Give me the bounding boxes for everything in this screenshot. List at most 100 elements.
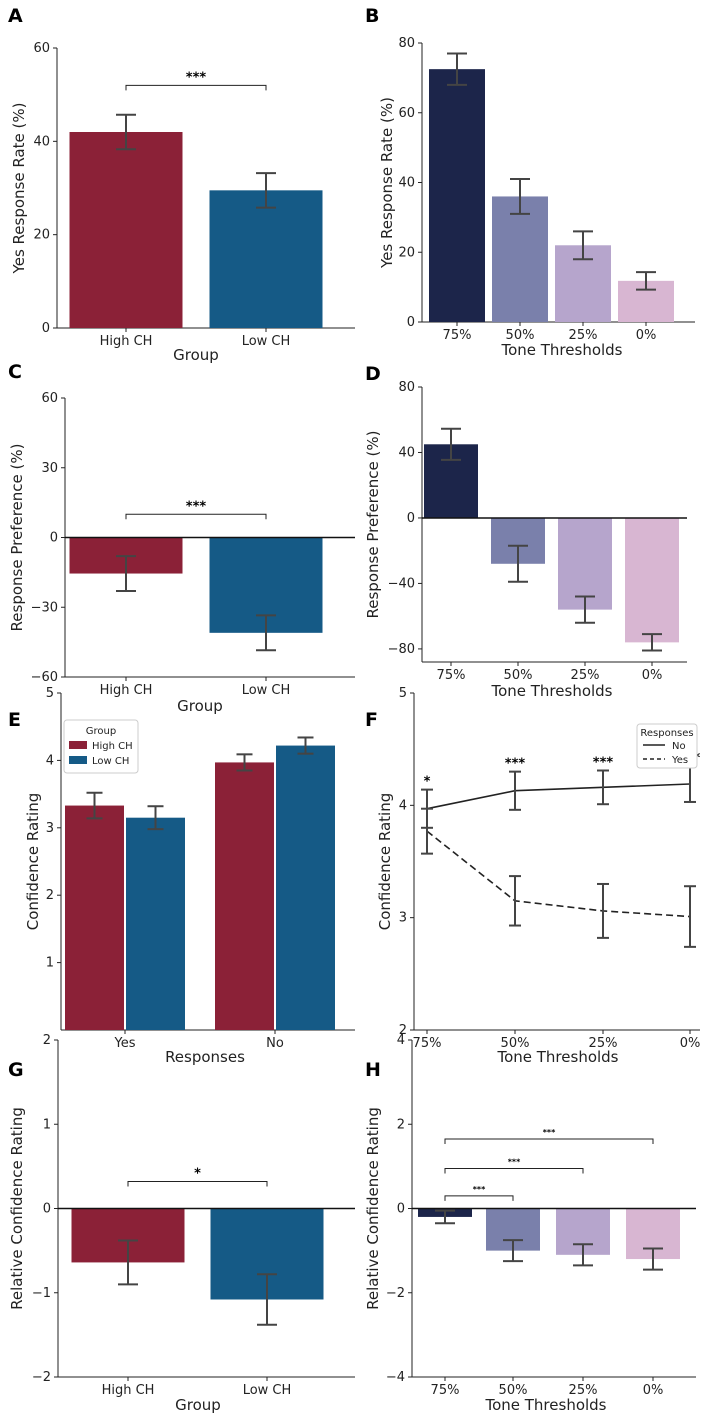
x-tick-label: 0% [680, 1036, 701, 1051]
panel-letter: H [365, 1059, 381, 1081]
legend-swatch [69, 756, 87, 764]
significance-bracket [444, 1138, 654, 1144]
y-tick-label: −1 [32, 1286, 51, 1301]
panel-letter: B [365, 5, 379, 27]
y-tick-label: 60 [398, 106, 415, 121]
panel-letter: E [8, 709, 21, 731]
y-tick-label: 20 [33, 228, 50, 243]
x-axis-label: Group [173, 346, 219, 364]
y-tick-label: 0 [43, 1202, 51, 1217]
y-tick-label: 4 [46, 753, 54, 768]
panel-a: A 0 20 40 60 High CH Low CH Group Yes Response R… [8, 5, 355, 364]
x-tick-label: Low CH [242, 334, 291, 349]
legend-label: Yes [671, 755, 688, 766]
y-tick-label: 2 [43, 1033, 51, 1048]
legend-swatch [69, 741, 87, 749]
significance-label: * [194, 1167, 201, 1182]
y-tick-label: 3 [46, 821, 54, 836]
x-tick-label: 75% [443, 328, 472, 343]
x-tick-label: High CH [100, 683, 153, 698]
x-tick-label: 50% [504, 668, 533, 683]
bar [625, 517, 679, 643]
significance-bracket [125, 84, 267, 91]
bar [215, 762, 274, 1030]
y-tick-label: 4 [399, 798, 407, 813]
legend-title: Group [86, 726, 116, 737]
y-axis-label: Relative Confidence Rating [8, 1107, 26, 1310]
y-tick-label: 2 [397, 1117, 405, 1132]
legend: Responses No Yes [636, 723, 698, 769]
significance-label: *** [505, 757, 526, 772]
x-axis-label: Tone Thresholds [484, 1396, 606, 1414]
y-tick-label: 40 [398, 445, 415, 460]
y-axis-label: Yes Response Rate (%) [378, 97, 396, 269]
panel-letter: G [8, 1059, 24, 1081]
y-axis-label: Response Preference (%) [364, 431, 382, 619]
y-tick-label: 4 [397, 1033, 405, 1048]
y-tick-label: 5 [399, 686, 407, 701]
y-tick-label: 60 [41, 391, 58, 406]
significance-bracket [127, 1181, 268, 1187]
y-tick-label: 0 [50, 531, 58, 546]
panel-g: G −2 −1 0 1 2 High CH Low CH Group Relative Confi… [8, 1033, 355, 1414]
y-tick-label: 20 [398, 245, 415, 260]
x-tick-label: No [266, 1036, 284, 1051]
x-tick-label: Low CH [243, 1383, 292, 1398]
y-tick-label: −40 [388, 576, 415, 591]
panel-b: B 0 20 40 60 80 75% 50% 25% 0% Tone Thresholds Yes … [365, 5, 695, 359]
y-tick-label: −2 [386, 1286, 405, 1301]
x-tick-label: High CH [102, 1383, 155, 1398]
y-tick-label: 30 [41, 461, 58, 476]
y-axis-label: Confidence Rating [24, 793, 42, 930]
y-tick-label: 80 [398, 36, 415, 51]
y-tick-label: 80 [398, 380, 415, 395]
panel-h: H −4 −2 0 2 4 75% 50% 25% 0% Tone Thresholds Relati… [364, 1033, 696, 1414]
legend: Group High CH Low CH [63, 719, 139, 774]
x-tick-label: 0% [636, 328, 657, 343]
y-tick-label: 2 [46, 888, 54, 903]
bar [558, 517, 612, 610]
significance-label: *** [473, 1185, 486, 1194]
legend-label: No [672, 741, 686, 752]
x-axis-label: Group [175, 1396, 221, 1414]
y-tick-label: 3 [399, 911, 407, 926]
bar [65, 805, 124, 1030]
bar [126, 817, 185, 1030]
x-tick-label: 0% [642, 668, 663, 683]
y-axis-label: Confidence Rating [376, 793, 394, 930]
significance-label: *** [593, 756, 614, 771]
panel-e: E 1 2 3 4 5 Yes No Responses Confidence Rating Gro… [8, 686, 355, 1066]
significance-bracket [125, 513, 267, 520]
y-axis-label: Yes Response Rate (%) [10, 103, 28, 275]
legend-label: Low CH [92, 756, 129, 767]
bar [69, 132, 183, 328]
panel-d: D −80 −40 0 40 80 75% 50% 25% 0% Tone Thresholds Re… [364, 363, 687, 700]
y-tick-label: −30 [31, 600, 58, 615]
legend-title: Responses [640, 728, 693, 739]
x-tick-label: 75% [437, 668, 466, 683]
bar [492, 196, 548, 322]
x-axis-label: Tone Thresholds [500, 341, 622, 359]
panel-letter: F [365, 709, 378, 731]
legend-label: High CH [92, 741, 133, 752]
x-tick-label: 25% [569, 1383, 598, 1398]
y-tick-label: 60 [33, 41, 50, 56]
x-axis-label: Group [177, 697, 223, 715]
x-tick-label: 25% [571, 668, 600, 683]
panel-letter: A [8, 5, 23, 27]
significance-label: *** [186, 70, 207, 85]
x-tick-label: 0% [643, 1383, 664, 1398]
panel-letter: D [365, 363, 381, 385]
bar [429, 69, 485, 322]
significance-bracket [444, 1195, 514, 1201]
panel-letter: C [8, 361, 22, 383]
significance-bracket [444, 1167, 584, 1174]
x-tick-label: 75% [413, 1036, 442, 1051]
x-axis-label: Tone Thresholds [490, 682, 612, 700]
legend-frame [636, 723, 698, 769]
x-tick-label: 25% [569, 328, 598, 343]
bar [276, 745, 335, 1030]
x-tick-label: 50% [506, 328, 535, 343]
y-tick-label: 1 [43, 1117, 51, 1132]
y-tick-label: 40 [33, 134, 50, 149]
